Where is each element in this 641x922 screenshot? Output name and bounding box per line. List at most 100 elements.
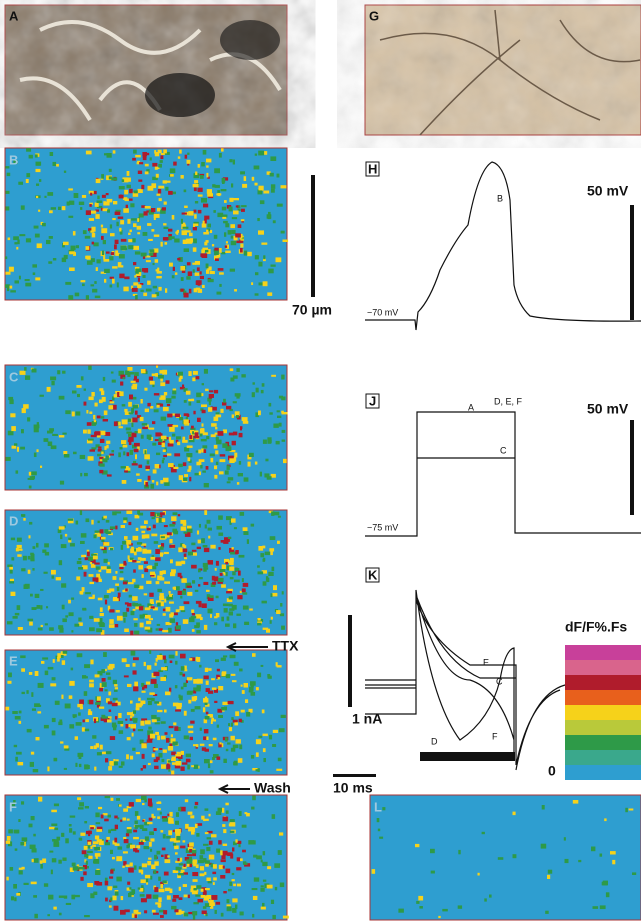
signal-spot <box>215 811 222 815</box>
signal-spot <box>188 911 193 915</box>
signal-spot <box>155 902 161 905</box>
signal-spot <box>148 618 153 621</box>
signal-spot <box>183 290 187 295</box>
signal-spot <box>14 242 18 245</box>
signal-spot <box>85 295 89 300</box>
scale-bar <box>630 420 634 515</box>
signal-spot <box>14 848 18 851</box>
signal-spot <box>144 520 148 524</box>
signal-spot <box>171 215 175 220</box>
signal-spot <box>67 518 74 524</box>
signal-spot <box>162 237 169 241</box>
signal-spot <box>42 858 47 863</box>
signal-spot <box>80 207 83 210</box>
signal-spot <box>134 372 139 377</box>
signal-spot <box>230 240 237 246</box>
signal-spot <box>179 606 185 611</box>
signal-spot <box>238 570 241 576</box>
signal-spot <box>218 532 224 536</box>
signal-spot <box>213 389 219 394</box>
signal-spot <box>138 866 142 870</box>
signal-spot <box>209 229 213 233</box>
signal-spot <box>60 534 63 540</box>
signal-spot <box>212 882 215 885</box>
signal-spot <box>132 238 136 243</box>
signal-spot <box>86 830 92 835</box>
pseudocolor-image <box>369 794 641 921</box>
signal-spot <box>222 865 225 869</box>
signal-spot <box>28 485 32 489</box>
signal-spot <box>160 881 164 885</box>
signal-spot <box>278 728 285 733</box>
signal-spot <box>252 795 256 801</box>
signal-spot <box>157 267 160 272</box>
signal-spot <box>206 877 211 881</box>
signal-spot <box>126 171 130 176</box>
signal-spot <box>194 801 199 806</box>
signal-spot <box>69 543 75 547</box>
signal-spot <box>113 905 119 911</box>
signal-spot <box>153 912 159 915</box>
signal-spot <box>180 266 186 271</box>
signal-spot <box>196 657 201 662</box>
signal-spot <box>229 549 235 552</box>
signal-spot <box>266 884 273 889</box>
signal-spot <box>167 760 172 763</box>
signal-spot <box>25 179 29 183</box>
signal-spot <box>152 442 157 446</box>
signal-spot <box>128 198 133 201</box>
signal-spot <box>156 365 159 368</box>
signal-spot <box>228 432 235 436</box>
signal-spot <box>126 177 131 182</box>
signal-spot <box>255 387 259 393</box>
signal-spot <box>180 750 184 755</box>
signal-spot <box>149 692 155 695</box>
signal-spot <box>31 708 36 711</box>
signal-spot <box>218 742 222 748</box>
signal-spot <box>141 423 148 426</box>
signal-spot <box>95 822 101 825</box>
signal-spot <box>128 245 134 250</box>
signal-spot <box>236 240 242 244</box>
panel-label: J <box>369 393 376 408</box>
signal-spot <box>219 283 222 287</box>
signal-spot <box>236 840 242 844</box>
signal-spot <box>119 391 124 397</box>
signal-spot <box>49 210 53 214</box>
signal-spot <box>64 533 68 537</box>
signal-spot <box>156 271 162 274</box>
signal-spot <box>564 858 569 864</box>
signal-spot <box>159 909 165 913</box>
signal-spot <box>139 894 145 897</box>
signal-spot <box>200 895 206 898</box>
signal-spot <box>240 684 243 687</box>
signal-spot <box>30 751 35 755</box>
signal-spot <box>127 603 132 607</box>
scale-label: 1 nA <box>352 711 382 727</box>
signal-spot <box>125 588 128 592</box>
signal-spot <box>198 471 201 476</box>
signal-spot <box>122 865 125 868</box>
signal-spot <box>141 885 144 888</box>
signal-spot <box>625 807 628 813</box>
signal-spot <box>191 613 195 616</box>
signal-spot <box>150 252 157 257</box>
signal-spot <box>101 194 106 198</box>
signal-spot <box>219 742 222 745</box>
signal-spot <box>219 569 226 572</box>
signal-spot <box>210 904 214 909</box>
signal-spot <box>161 207 166 211</box>
signal-spot <box>169 601 174 604</box>
signal-spot <box>169 544 176 548</box>
signal-spot <box>166 764 171 770</box>
signal-spot <box>169 262 173 267</box>
signal-spot <box>5 271 11 275</box>
signal-spot <box>277 850 282 855</box>
signal-spot <box>89 683 94 688</box>
signal-spot <box>541 805 545 810</box>
signal-spot <box>226 598 233 602</box>
signal-spot <box>255 272 259 276</box>
signal-spot <box>35 161 42 166</box>
signal-spot <box>74 894 80 898</box>
signal-spot <box>30 816 35 821</box>
